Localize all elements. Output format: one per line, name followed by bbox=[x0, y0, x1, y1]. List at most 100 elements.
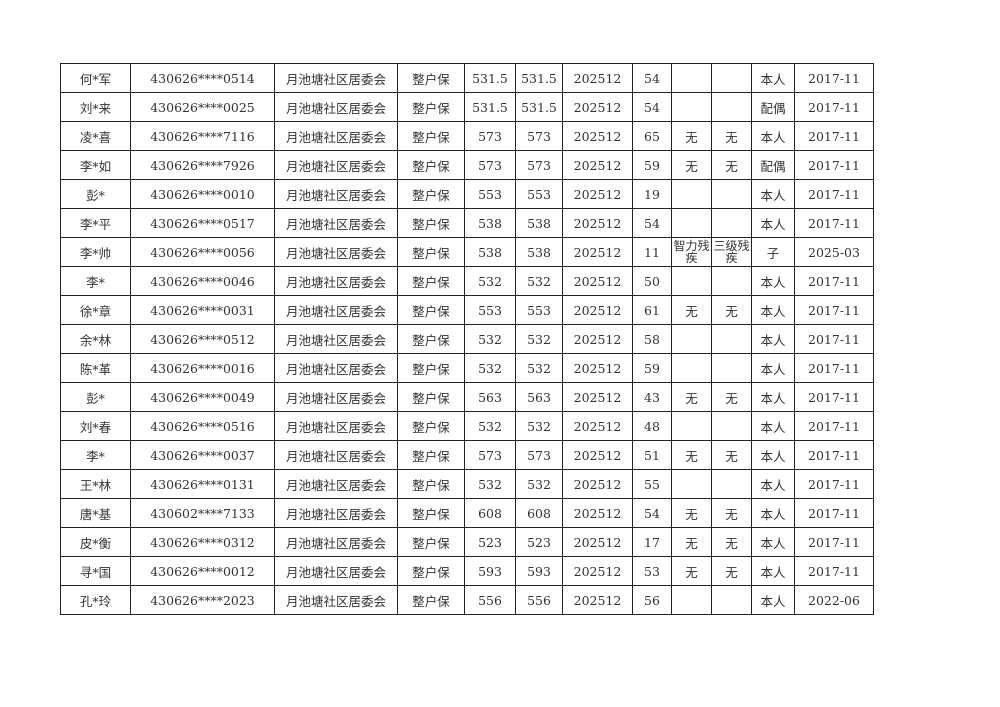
cell-age: 59 bbox=[632, 150, 672, 180]
cell-amount: 532 bbox=[464, 266, 516, 296]
cell-amount-total: 523 bbox=[515, 527, 563, 557]
cell-id-number: 430626****7926 bbox=[130, 150, 275, 180]
cell-assistance-type: 整户保 bbox=[397, 92, 465, 122]
cell-relation: 本人 bbox=[751, 208, 795, 238]
cell-name: 唐*基 bbox=[60, 498, 131, 528]
cell-id-number: 430626****0516 bbox=[130, 411, 275, 441]
cell-age: 54 bbox=[632, 208, 672, 238]
cell-start-date: 2017-11 bbox=[794, 179, 874, 209]
cell-disability-type: 无 bbox=[671, 440, 712, 470]
cell-disability-level bbox=[711, 469, 752, 499]
cell-age: 58 bbox=[632, 324, 672, 354]
cell-amount: 532 bbox=[464, 469, 516, 499]
cell-start-date: 2017-11 bbox=[794, 295, 874, 325]
cell-month: 202512 bbox=[562, 556, 633, 586]
cell-relation: 子 bbox=[751, 237, 795, 267]
cell-start-date: 2017-11 bbox=[794, 440, 874, 470]
cell-relation: 本人 bbox=[751, 295, 795, 325]
cell-community: 月池塘社区居委会 bbox=[274, 498, 398, 528]
cell-disability-type: 无 bbox=[671, 498, 712, 528]
cell-name: 李* bbox=[60, 266, 131, 296]
cell-name: 刘*春 bbox=[60, 411, 131, 441]
cell-month: 202512 bbox=[562, 150, 633, 180]
cell-amount-total: 573 bbox=[515, 150, 563, 180]
cell-disability-type bbox=[671, 266, 712, 296]
cell-community: 月池塘社区居委会 bbox=[274, 382, 398, 412]
cell-start-date: 2017-11 bbox=[794, 469, 874, 499]
table-row: 刘*来 430626****0025 月池塘社区居委会 整户保 531.5 531.5 20… bbox=[60, 92, 874, 122]
cell-relation: 本人 bbox=[751, 266, 795, 296]
cell-amount-total: 532 bbox=[515, 324, 563, 354]
cell-amount-total: 556 bbox=[515, 585, 563, 615]
cell-assistance-type: 整户保 bbox=[397, 121, 465, 151]
cell-name: 李* bbox=[60, 440, 131, 470]
cell-disability-type: 智力残疾 bbox=[671, 237, 712, 267]
cell-community: 月池塘社区居委会 bbox=[274, 92, 398, 122]
cell-assistance-type: 整户保 bbox=[397, 179, 465, 209]
table-row: 李* 430626****0037 月池塘社区居委会 整户保 573 573 202512 5… bbox=[60, 440, 874, 470]
cell-amount-total: 531.5 bbox=[515, 63, 563, 93]
cell-assistance-type: 整户保 bbox=[397, 469, 465, 499]
cell-amount: 573 bbox=[464, 440, 516, 470]
cell-name: 李*帅 bbox=[60, 237, 131, 267]
cell-amount: 538 bbox=[464, 208, 516, 238]
cell-age: 43 bbox=[632, 382, 672, 412]
cell-id-number: 430626****0031 bbox=[130, 295, 275, 325]
cell-amount-total: 593 bbox=[515, 556, 563, 586]
cell-community: 月池塘社区居委会 bbox=[274, 208, 398, 238]
cell-relation: 本人 bbox=[751, 324, 795, 354]
cell-id-number: 430626****0131 bbox=[130, 469, 275, 499]
cell-age: 54 bbox=[632, 498, 672, 528]
cell-age: 51 bbox=[632, 440, 672, 470]
table-row: 余*林 430626****0512 月池塘社区居委会 整户保 532 532 202512… bbox=[60, 324, 874, 354]
cell-disability-type bbox=[671, 179, 712, 209]
cell-name: 孔*玲 bbox=[60, 585, 131, 615]
cell-age: 17 bbox=[632, 527, 672, 557]
cell-start-date: 2017-11 bbox=[794, 556, 874, 586]
cell-month: 202512 bbox=[562, 353, 633, 383]
cell-relation: 本人 bbox=[751, 498, 795, 528]
cell-id-number: 430626****0514 bbox=[130, 63, 275, 93]
cell-relation: 本人 bbox=[751, 63, 795, 93]
cell-age: 53 bbox=[632, 556, 672, 586]
cell-age: 54 bbox=[632, 63, 672, 93]
cell-assistance-type: 整户保 bbox=[397, 353, 465, 383]
cell-disability-type bbox=[671, 63, 712, 93]
cell-amount: 553 bbox=[464, 179, 516, 209]
cell-relation: 本人 bbox=[751, 556, 795, 586]
cell-disability-level: 无 bbox=[711, 440, 752, 470]
table-row: 李* 430626****0046 月池塘社区居委会 整户保 532 532 202512 5… bbox=[60, 266, 874, 296]
cell-age: 61 bbox=[632, 295, 672, 325]
cell-age: 48 bbox=[632, 411, 672, 441]
cell-amount: 532 bbox=[464, 353, 516, 383]
cell-relation: 本人 bbox=[751, 585, 795, 615]
cell-start-date: 2017-11 bbox=[794, 63, 874, 93]
cell-id-number: 430626****0046 bbox=[130, 266, 275, 296]
cell-month: 202512 bbox=[562, 63, 633, 93]
cell-month: 202512 bbox=[562, 440, 633, 470]
cell-start-date: 2017-11 bbox=[794, 498, 874, 528]
cell-start-date: 2017-11 bbox=[794, 121, 874, 151]
cell-disability-level: 无 bbox=[711, 121, 752, 151]
cell-amount: 523 bbox=[464, 527, 516, 557]
cell-assistance-type: 整户保 bbox=[397, 585, 465, 615]
cell-community: 月池塘社区居委会 bbox=[274, 266, 398, 296]
cell-month: 202512 bbox=[562, 411, 633, 441]
cell-disability-level bbox=[711, 585, 752, 615]
table-row: 皮*衡 430626****0312 月池塘社区居委会 整户保 523 523 202512… bbox=[60, 527, 874, 557]
cell-name: 彭* bbox=[60, 179, 131, 209]
cell-assistance-type: 整户保 bbox=[397, 237, 465, 267]
table-row: 陈*革 430626****0016 月池塘社区居委会 整户保 532 532 202512… bbox=[60, 353, 874, 383]
cell-amount: 573 bbox=[464, 121, 516, 151]
cell-community: 月池塘社区居委会 bbox=[274, 585, 398, 615]
cell-name: 皮*衡 bbox=[60, 527, 131, 557]
cell-assistance-type: 整户保 bbox=[397, 208, 465, 238]
cell-disability-type bbox=[671, 92, 712, 122]
cell-id-number: 430626****7116 bbox=[130, 121, 275, 151]
cell-amount-total: 531.5 bbox=[515, 92, 563, 122]
cell-start-date: 2017-11 bbox=[794, 324, 874, 354]
cell-community: 月池塘社区居委会 bbox=[274, 121, 398, 151]
cell-age: 55 bbox=[632, 469, 672, 499]
cell-disability-level bbox=[711, 324, 752, 354]
table-row: 李*如 430626****7926 月池塘社区居委会 整户保 573 573 202512… bbox=[60, 150, 874, 180]
